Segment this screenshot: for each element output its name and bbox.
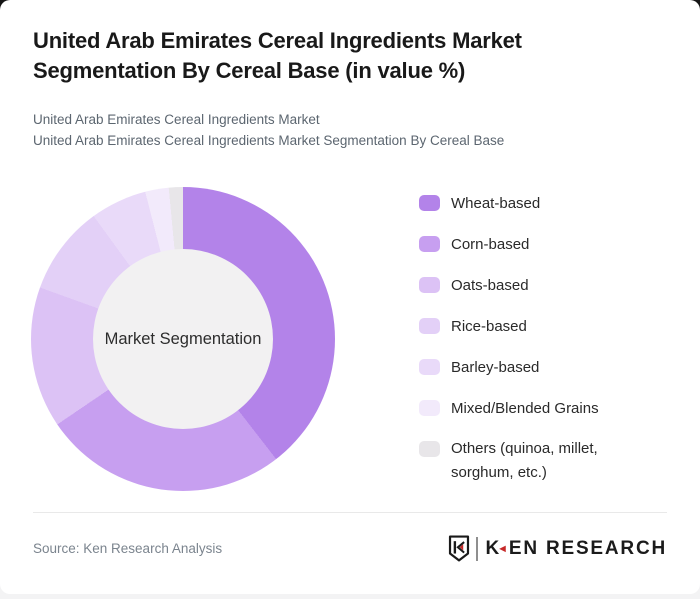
legend-swatch (419, 235, 440, 252)
footer: Source: Ken Research Analysis K ◄ EN RES… (33, 512, 667, 562)
legend-item-mixed: Mixed/Blended Grains (419, 399, 641, 418)
legend-swatch (419, 276, 440, 293)
legend-label: Wheat-based (451, 194, 541, 212)
logo-letter-k: K (485, 537, 501, 559)
legend-item-others: Others (quinoa, millet, sorghum, etc.) (419, 440, 641, 485)
logo-text-rest: EN RESEARCH (508, 537, 667, 559)
subtitle-block: United Arab Emirates Cereal Ingredients … (33, 109, 667, 151)
subtitle-line-2: United Arab Emirates Cereal Ingredients … (33, 133, 505, 148)
legend-item-barley: Barley-based (419, 358, 641, 377)
legend-label: Corn-based (451, 235, 530, 253)
legend-swatch (419, 317, 440, 334)
logo-wordmark: K ◄ EN RESEARCH (485, 538, 667, 560)
legend-swatch (419, 358, 440, 375)
legend-label: Others (quinoa, millet, sorghum, etc.) (451, 439, 598, 481)
ken-research-logo: K ◄ EN RESEARCH (448, 535, 667, 562)
legend-item-oats: Oats-based (419, 276, 641, 295)
legend-label: Mixed/Blended Grains (451, 399, 599, 417)
legend-label: Rice-based (451, 317, 527, 335)
source-note: Source: Ken Research Analysis (33, 541, 223, 556)
legend-swatch (419, 440, 440, 457)
chart-legend: Wheat-based Corn-based Oats-based Rice-b… (419, 194, 641, 485)
logo-divider (476, 536, 479, 561)
legend-item-rice: Rice-based (419, 317, 641, 336)
legend-item-corn: Corn-based (419, 235, 641, 254)
donut-hole: Market Segmentation (93, 249, 273, 429)
legend-item-wheat: Wheat-based (419, 194, 641, 213)
chart-area: Market Segmentation Wheat-based Corn-bas… (31, 187, 667, 491)
donut-chart: Market Segmentation (31, 187, 335, 491)
legend-label: Barley-based (451, 358, 540, 376)
page-title: United Arab Emirates Cereal Ingredients … (33, 28, 522, 83)
ken-research-shield-icon (449, 535, 470, 562)
legend-swatch (419, 399, 440, 416)
donut-center-label: Market Segmentation (104, 329, 262, 348)
subtitle-line-1: United Arab Emirates Cereal Ingredients … (33, 112, 320, 127)
legend-label: Oats-based (451, 276, 529, 294)
logo-red-triangle-icon: ◄ (497, 543, 508, 555)
legend-swatch (419, 194, 440, 211)
